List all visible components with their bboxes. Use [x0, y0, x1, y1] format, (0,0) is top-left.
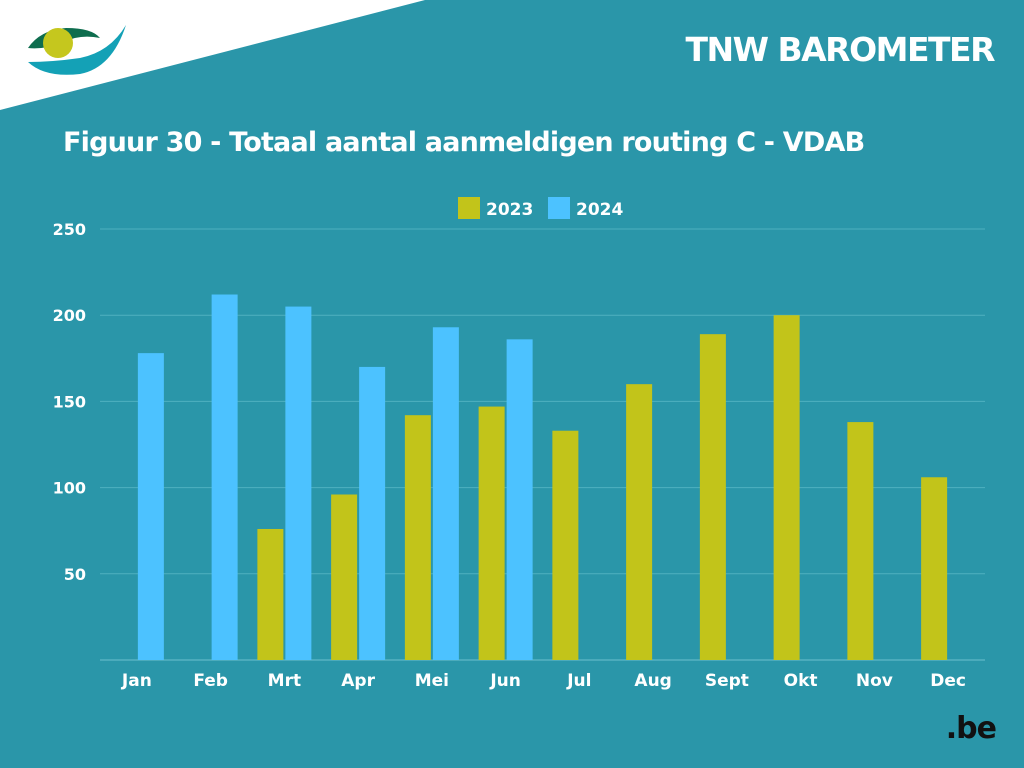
- bar-2023-jun: [478, 406, 505, 660]
- y-tick-label: 150: [53, 392, 86, 411]
- white-corner-shape: [0, 0, 425, 110]
- corner-logo-area: [0, 0, 425, 110]
- bar-2024-jun: [506, 339, 533, 660]
- chart-title: Figuur 30 - Totaal aantal aanmeldigen ro…: [63, 127, 865, 158]
- bar-2023-mrt: [257, 528, 284, 660]
- x-tick-label: Okt: [784, 671, 818, 691]
- x-tick-label: Dec: [930, 671, 966, 691]
- bar-2024-feb: [211, 294, 238, 660]
- bar-2023-apr: [331, 494, 358, 660]
- bar-2023-dec: [921, 477, 948, 660]
- legend-swatch-2024: [548, 197, 570, 219]
- bar-2023-mei: [404, 415, 431, 660]
- bar-2024-jan: [137, 353, 164, 660]
- bar-2023-jul: [552, 430, 579, 660]
- x-tick-label: Jan: [121, 671, 152, 691]
- x-tick-label: Mrt: [268, 671, 301, 691]
- grid-lines: [100, 228, 985, 661]
- brand-logo-icon: [28, 25, 126, 75]
- legend-label-2023: 2023: [486, 200, 533, 220]
- x-tick-label: Sept: [705, 671, 749, 691]
- bar-2023-sept: [699, 334, 726, 660]
- bar-2024-mei: [432, 327, 459, 660]
- x-tick-label: Aug: [634, 671, 671, 691]
- y-axis-ticks: 50 100 150 200 250: [53, 220, 86, 584]
- legend-swatch-2023: [458, 197, 480, 219]
- y-tick-label: 250: [53, 220, 86, 239]
- header-title: TNW BAROMETER: [685, 30, 995, 69]
- x-tick-label: Nov: [856, 671, 893, 691]
- bar-2024-mrt: [285, 306, 312, 660]
- be-logo: .be: [945, 711, 997, 746]
- bars: [137, 294, 948, 660]
- legend-label-2024: 2024: [576, 200, 623, 220]
- x-tick-label: Apr: [341, 671, 375, 691]
- bar-2023-nov: [847, 422, 874, 660]
- x-tick-label: Mei: [415, 671, 449, 691]
- x-tick-label: Feb: [193, 671, 228, 691]
- y-tick-label: 100: [53, 479, 86, 498]
- y-tick-label: 50: [64, 565, 86, 584]
- bar-2023-aug: [626, 384, 653, 660]
- x-tick-label: Jun: [489, 671, 521, 691]
- x-axis-ticks: Jan Feb Mrt Apr Mei Jun Jul Aug Sept Okt Nov Dec: [121, 671, 966, 691]
- legend: 2023 2024: [458, 197, 623, 220]
- x-tick-label: Jul: [566, 671, 591, 691]
- bar-2023-okt: [773, 315, 800, 660]
- bar-2024-apr: [359, 366, 386, 660]
- y-tick-label: 200: [53, 306, 86, 325]
